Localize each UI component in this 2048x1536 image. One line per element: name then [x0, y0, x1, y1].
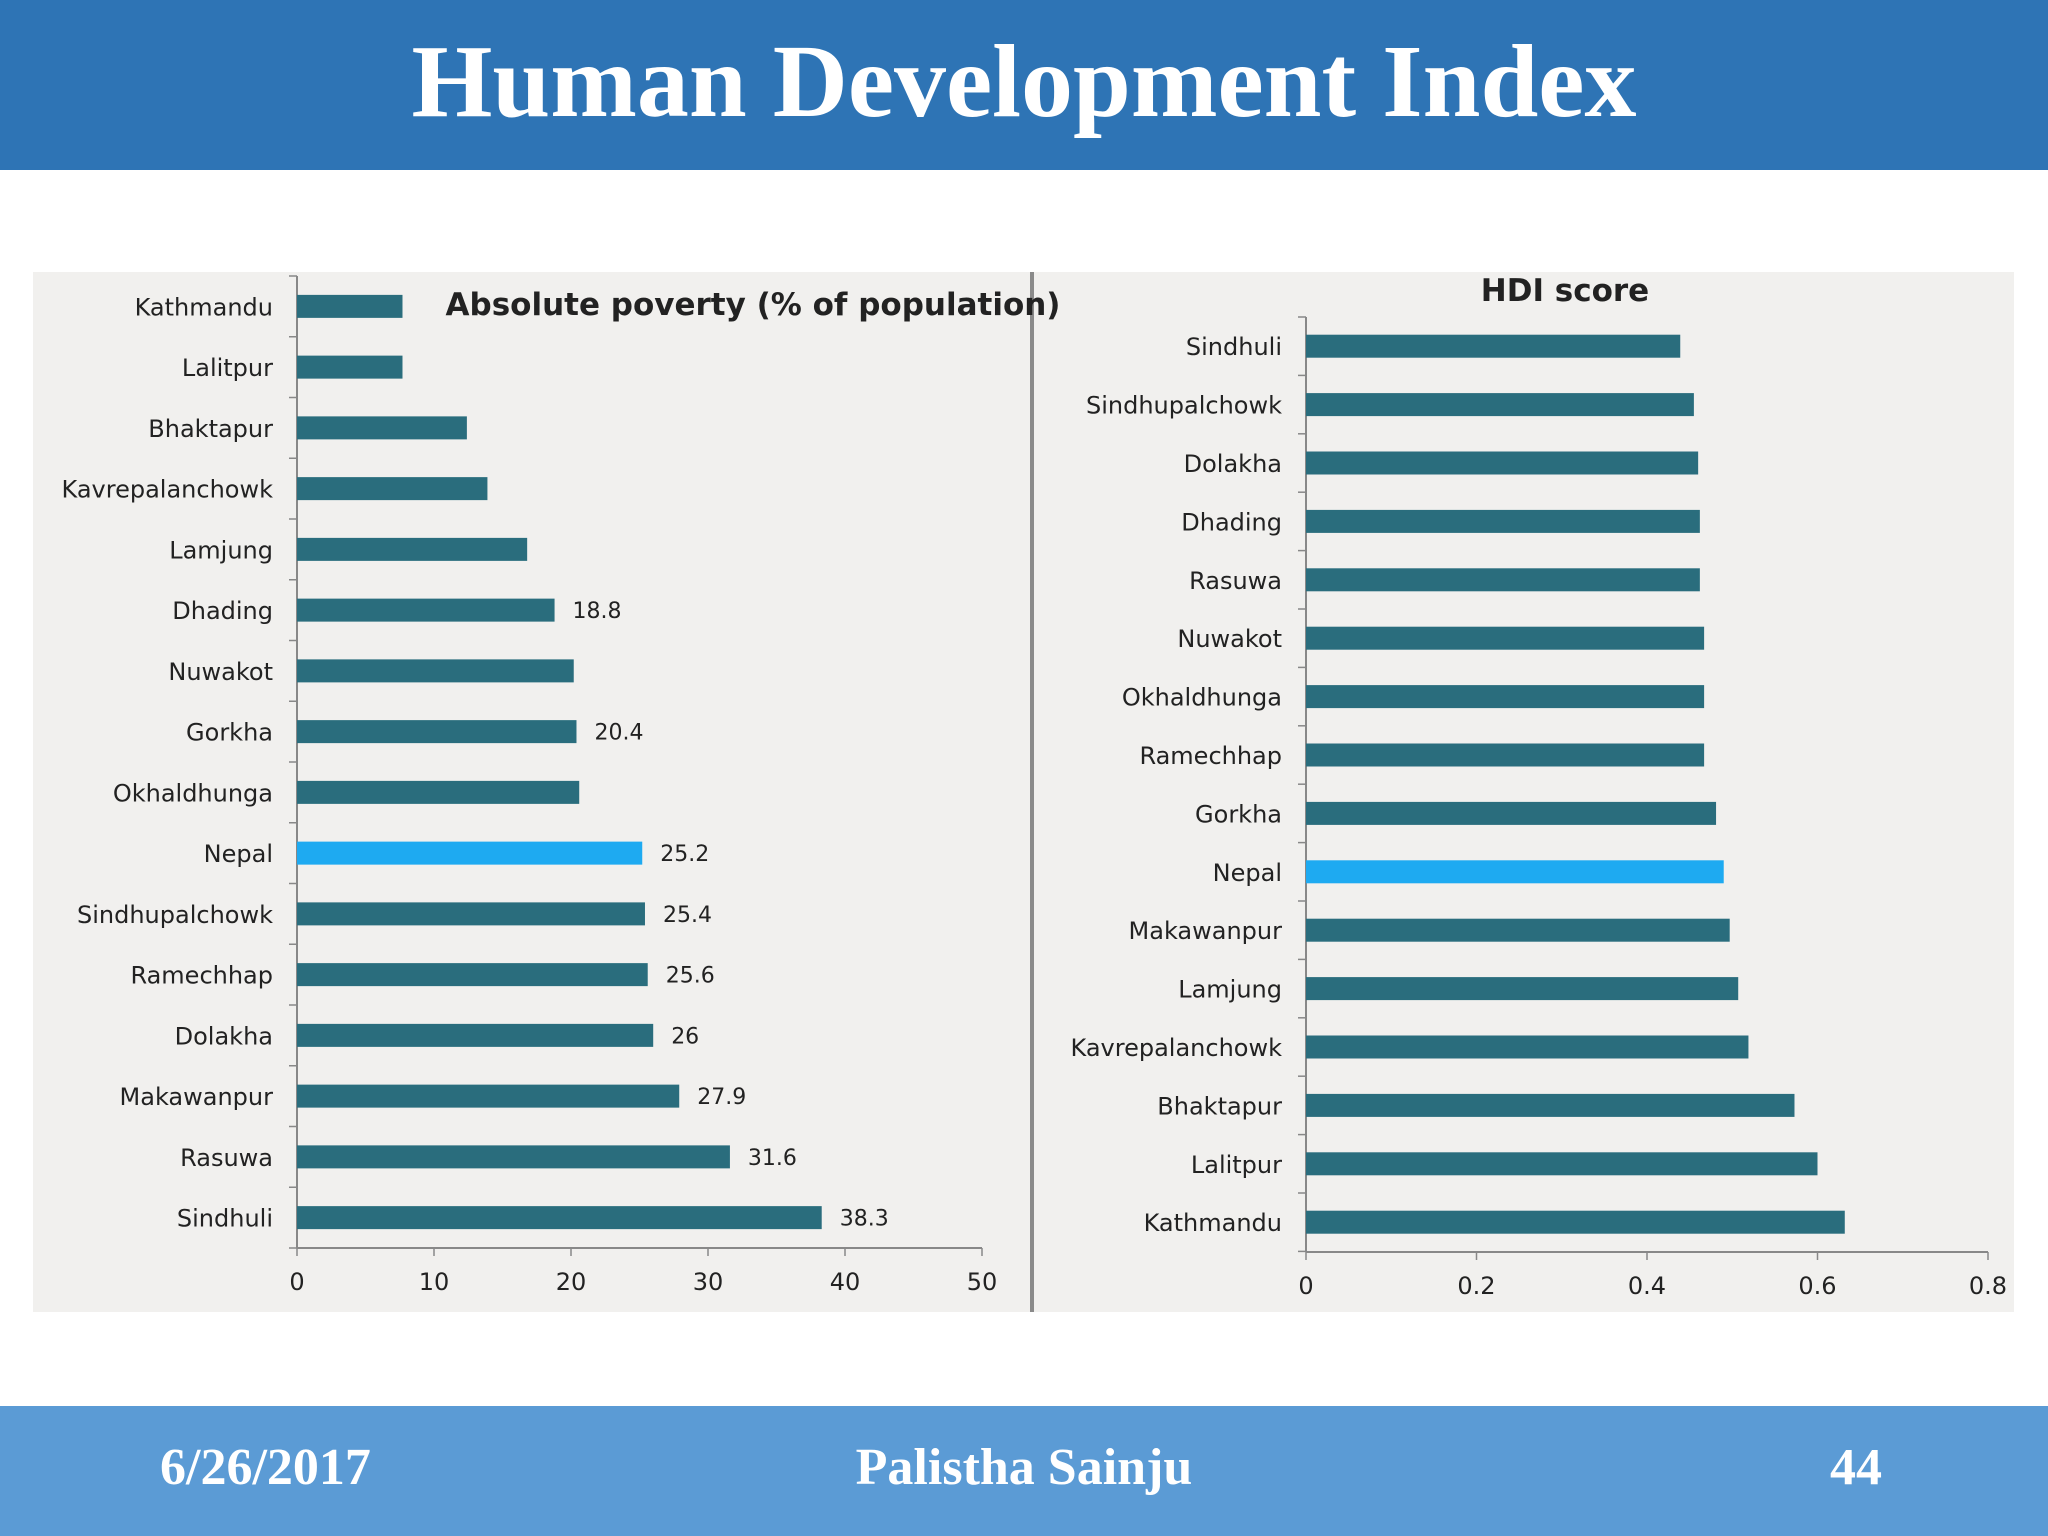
data-label: 26 — [671, 1024, 699, 1049]
bar — [297, 355, 403, 379]
bar — [297, 416, 467, 440]
bar — [1306, 1035, 1749, 1059]
category-label: Gorkha — [186, 719, 273, 747]
bar — [297, 1084, 680, 1108]
bar — [1306, 977, 1739, 1001]
bar — [297, 780, 580, 804]
bar — [297, 720, 577, 744]
footer-author: Palistha Sainju — [855, 1439, 1193, 1496]
category-label: Lalitpur — [182, 354, 273, 382]
category-label: Nepal — [1213, 859, 1282, 887]
bar — [297, 1206, 822, 1230]
title-bar — [0, 0, 2048, 170]
category-label: Kathmandu — [1144, 1209, 1282, 1237]
category-label: Sindhupalchowk — [1086, 392, 1282, 420]
category-label: Lalitpur — [1191, 1151, 1282, 1179]
bar — [1306, 1152, 1818, 1176]
category-label: Lamjung — [1178, 976, 1282, 1004]
category-label: Rasuwa — [180, 1144, 273, 1172]
category-label: Nepal — [204, 840, 273, 868]
category-label: Ramechhap — [1139, 742, 1282, 770]
x-tick-label: 30 — [693, 1268, 724, 1296]
footer-page-number: 44 — [1830, 1439, 1882, 1496]
category-label: Kathmandu — [135, 293, 273, 321]
category-label: Kavrepalanchowk — [1071, 1034, 1283, 1062]
category-label: Ramechhap — [130, 962, 273, 990]
bar-highlight-nepal — [1306, 860, 1724, 884]
x-tick-label: 0.4 — [1628, 1272, 1666, 1300]
category-label: Makawanpur — [1129, 917, 1283, 945]
data-label: 25.6 — [666, 964, 715, 989]
footer-date: 6/26/2017 — [160, 1439, 371, 1496]
category-label: Sindhuli — [1186, 333, 1282, 361]
x-tick-label: 0.8 — [1969, 1272, 2007, 1300]
bar — [1306, 393, 1694, 417]
bar — [1306, 918, 1730, 942]
x-tick-label: 40 — [830, 1268, 861, 1296]
hdi-score-chart: HDI score 0 0.2 0.4 0.6 0.8 Sindhuli Sindhupalc… — [1071, 273, 2008, 1300]
category-label: Gorkha — [1195, 800, 1282, 828]
data-label: 25.2 — [660, 842, 709, 867]
poverty-chart: Absolute poverty (% of population) 0 10 20 3… — [62, 275, 1060, 1296]
data-label: 25.4 — [663, 903, 712, 928]
x-tick-label: 20 — [556, 1268, 587, 1296]
category-label: Kavrepalanchowk — [62, 476, 274, 504]
x-tick-label: 0 — [1298, 1272, 1313, 1300]
x-tick-label: 0.6 — [1798, 1272, 1836, 1300]
data-label: 27.9 — [697, 1085, 746, 1110]
bar — [1306, 568, 1700, 592]
bar — [297, 294, 403, 318]
bar — [297, 477, 488, 501]
x-tick-label: 10 — [419, 1268, 450, 1296]
category-label: Rasuwa — [1189, 567, 1282, 595]
bar — [1306, 1210, 1845, 1234]
bar-highlight-nepal — [297, 841, 643, 865]
category-label: Bhaktapur — [148, 415, 273, 443]
bar — [1306, 1093, 1795, 1117]
bar — [297, 1145, 730, 1169]
category-label: Bhaktapur — [1157, 1092, 1282, 1120]
slide-title: Human Development Index — [411, 24, 1637, 139]
category-label: Dolakha — [175, 1022, 273, 1050]
category-label: Dhading — [172, 597, 273, 625]
category-label: Lamjung — [169, 536, 273, 564]
bar — [297, 659, 574, 683]
category-label: Okhaldhunga — [113, 779, 273, 807]
category-label: Makawanpur — [120, 1083, 274, 1111]
bar — [297, 963, 648, 987]
category-label: Sindhupalchowk — [77, 901, 273, 929]
bar — [1306, 743, 1705, 767]
bar — [1306, 626, 1705, 650]
bar — [1306, 509, 1700, 533]
category-label: Dolakha — [1184, 450, 1282, 478]
category-label: Dhading — [1181, 508, 1282, 536]
bar — [297, 902, 645, 926]
bar — [297, 598, 555, 622]
category-label: Sindhuli — [177, 1205, 273, 1233]
bar — [1306, 451, 1699, 475]
bar — [1306, 334, 1681, 358]
x-tick-label: 0 — [289, 1268, 304, 1296]
category-label: Nuwakot — [168, 658, 273, 686]
chart-divider — [1030, 272, 1034, 1312]
bar — [297, 1023, 654, 1047]
data-label: 31.6 — [748, 1146, 797, 1171]
chart-title: HDI score — [1481, 273, 1649, 309]
data-label: 18.8 — [573, 599, 622, 624]
bar — [1306, 801, 1717, 825]
bar — [1306, 685, 1705, 709]
footer-bar — [0, 1406, 2048, 1536]
bar — [297, 537, 528, 561]
category-label: Okhaldhunga — [1122, 684, 1282, 712]
chart-title: Absolute poverty (% of population) — [446, 287, 1061, 323]
x-tick-label: 50 — [967, 1268, 998, 1296]
data-label: 20.4 — [594, 721, 643, 746]
x-tick-label: 0.2 — [1457, 1272, 1495, 1300]
data-label: 38.3 — [840, 1207, 889, 1232]
category-label: Nuwakot — [1177, 625, 1282, 653]
